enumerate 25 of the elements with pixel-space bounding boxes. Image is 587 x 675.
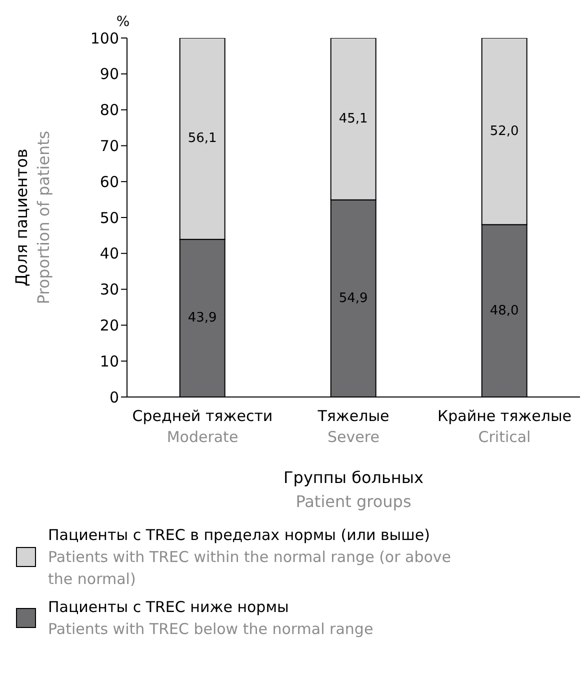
x-axis-title: Группы больных Patient groups [284,468,424,511]
data-label: 52,0 [490,124,519,139]
x-tick-label: Средней тяжести Moderate [132,407,273,446]
data-label: 56,1 [188,131,217,146]
text: % [116,14,130,30]
y-tick-label: 0 [109,388,119,406]
y-tick-label: 20 [100,316,119,335]
data-label: 43,9 [188,310,217,326]
y-tick-label: 90 [100,65,119,84]
x-tick-label: Тяжелые Severe [316,407,390,446]
x-tick-label: Крайне тяжелые Critical [437,407,572,446]
data-label: 45,1 [338,112,368,127]
data-label: 54,9 [338,291,368,306]
legend-label: Пациенты с TREC в пределах нормы (или выше) Patients with TREC within the normal range (or above the normal) [48,525,452,590]
legend-label: Пациенты с TREC ниже нормы Patients with TREC below the normal range [48,597,374,640]
y-tick-label: 50 [100,208,119,227]
y-tick-label: 70 [100,137,119,156]
y-tick-label: 10 [100,352,119,370]
y-tick-label: 30 [100,280,119,299]
y-tick-label: 100 [90,29,119,48]
y-axis-title: Доля пациентов Proportion of patients [12,130,53,304]
y-tick-label: 40 [100,244,119,263]
y-tick-label: 80 [100,101,119,120]
y-tick-label: 60 [100,172,119,191]
data-label: 48,0 [490,303,519,318]
